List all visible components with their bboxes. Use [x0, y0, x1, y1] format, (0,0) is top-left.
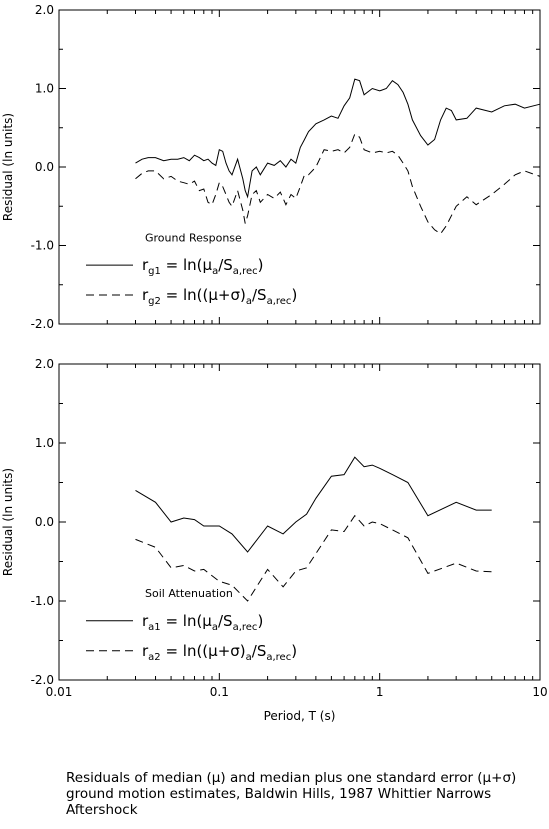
legend-subscript: a [212, 622, 218, 633]
y-tick-label: -1.0 [31, 239, 54, 253]
legend-label: rg2 = ln((μ+σ)a/Sa,rec) [142, 286, 297, 307]
legend-label: rg1 = ln(μa/Sa,rec) [142, 256, 264, 277]
series-line-solid [135, 456, 492, 553]
x-tick-label: 0.1 [210, 685, 229, 699]
legend-subscript: a,rec [266, 652, 291, 663]
x-tick-label: 0.01 [46, 685, 73, 699]
legend-subscript: a [212, 266, 218, 277]
legend-text: = ln(μ [161, 256, 213, 274]
legend-text: ) [291, 286, 297, 304]
legend-title: Ground Response [145, 232, 242, 245]
legend-label: ra1 = ln(μa/Sa,rec) [142, 612, 263, 633]
series-line-dashed [135, 133, 541, 235]
y-axis-label: Residual (ln units) [1, 113, 15, 221]
legend-subscript: a,rec [233, 622, 258, 633]
legend-text: r [142, 256, 149, 274]
legend-text: /S [218, 256, 233, 274]
legend-subscript: a,rec [233, 266, 258, 277]
x-tick-label: 10 [532, 685, 547, 699]
legend-subscript: g1 [148, 266, 161, 277]
legend-label: ra2 = ln((μ+σ)a/Sa,rec) [142, 642, 297, 663]
legend-subscript: a2 [148, 652, 161, 663]
y-tick-label: 2.0 [35, 3, 54, 17]
legend-text: ) [291, 642, 297, 660]
series-line-solid [135, 78, 541, 199]
legend-subscript: a,rec [267, 296, 292, 307]
legend-text: /S [252, 642, 267, 660]
y-tick-label: 0.0 [35, 160, 54, 174]
legend-subscript: a [246, 296, 252, 307]
legend-text: r [142, 642, 149, 660]
plot-frame [58, 363, 541, 681]
legend-subscript: a1 [148, 622, 161, 633]
y-tick-label: 1.0 [35, 82, 54, 96]
legend-text: /S [252, 286, 267, 304]
legend-text: = ln((μ+σ) [161, 642, 246, 660]
legend-text: /S [218, 612, 233, 630]
legend-text: = ln(μ [161, 612, 213, 630]
y-axis-label: Residual (ln units) [1, 468, 15, 576]
y-tick-label: 0.0 [35, 515, 54, 529]
legend-subscript: g2 [148, 296, 161, 307]
x-axis-label: Period, T (s) [264, 709, 336, 723]
legend-text: ) [258, 256, 264, 274]
legend-subscript: a [246, 652, 252, 663]
legend-text: r [142, 612, 149, 630]
y-tick-label: -1.0 [31, 594, 54, 608]
y-tick-label: -2.0 [31, 317, 54, 331]
figure-caption: Residuals of median (μ) and median plus … [66, 770, 517, 818]
y-tick-label: 2.0 [35, 357, 54, 371]
legend-text: = ln((μ+σ) [161, 286, 246, 304]
series-line-dashed [135, 514, 492, 602]
plot-frame [58, 9, 541, 325]
x-tick-label: 1 [376, 685, 384, 699]
legend-title: Soil Attenuation [145, 587, 233, 600]
y-tick-label: -2.0 [31, 673, 54, 687]
y-tick-label: 1.0 [35, 436, 54, 450]
legend-text: ) [257, 612, 263, 630]
legend-text: r [142, 286, 149, 304]
